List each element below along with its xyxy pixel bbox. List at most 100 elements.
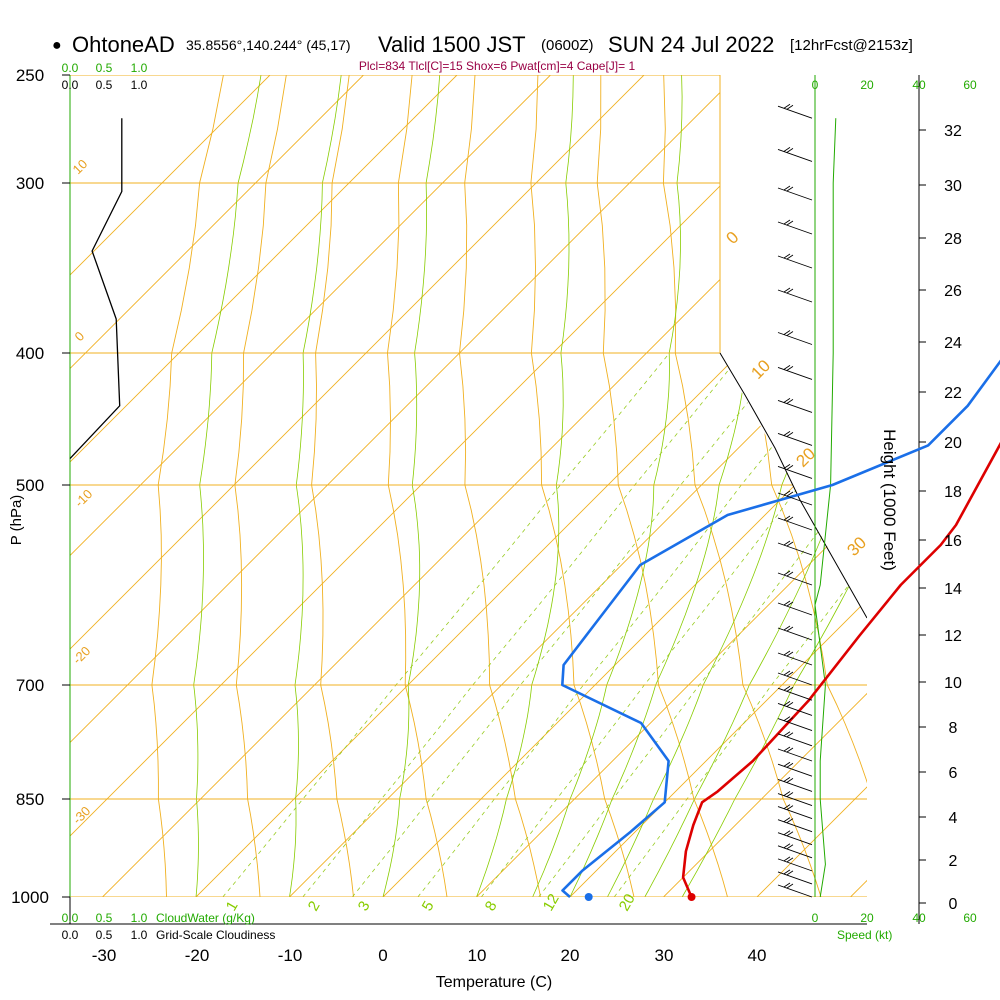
- x-tick-label: 0: [378, 946, 387, 965]
- dry-adiabat-line: [234, 75, 287, 897]
- wind-barb: [777, 515, 813, 531]
- bottom-speed-tick: 20: [860, 911, 874, 925]
- bottom-speed-tick: 60: [963, 911, 977, 925]
- isotherm-line: [569, 599, 867, 897]
- wind-barb: [777, 701, 813, 716]
- side-panels: [50, 75, 920, 925]
- bottom-cloudwater-scale: 0.5: [96, 911, 113, 925]
- bottom-cloudwater-scale: 1.0: [131, 911, 148, 925]
- top-cloudiness-scale: 0.5: [96, 78, 113, 92]
- isotherm-label: 10: [70, 156, 91, 177]
- top-cloudwater-scale: 0.5: [96, 61, 113, 75]
- height-tick-label: 26: [944, 283, 962, 300]
- cloudwater-label: CloudWater (g/Kg): [156, 911, 255, 925]
- height-axis-title: Height (1000 Feet): [880, 429, 899, 571]
- wind-barb: [777, 685, 813, 701]
- x-tick-label: -20: [185, 946, 210, 965]
- x-tick-label: -10: [278, 946, 303, 965]
- height-tick-label: 0: [949, 896, 958, 913]
- bottom-cloudwater-scale: 0.0: [62, 911, 79, 925]
- bottom-speed-tick: 40: [912, 911, 926, 925]
- wind-barb: [777, 761, 813, 777]
- height-tick-label: 4: [949, 810, 958, 827]
- height-tick-label: 24: [944, 335, 962, 352]
- forecast-label: [12hrFcst@2153z]: [790, 37, 913, 54]
- wind-barb: [777, 147, 813, 162]
- pressure-tick-label: 1000: [11, 888, 49, 907]
- wind-barb: [777, 716, 813, 732]
- mixing-ratio-label: 20: [616, 891, 639, 914]
- isotherm-label: -10: [72, 486, 96, 510]
- isotherm-line: [70, 75, 271, 276]
- bottom-cloudiness-scale: 0.5: [96, 928, 113, 942]
- temperature-line: [681, 441, 1000, 898]
- dry-adiabat-line: [459, 75, 541, 897]
- height-tick-label: 14: [944, 581, 962, 598]
- valid-time: Valid 1500 JST: [378, 32, 526, 57]
- mixing-ratio-label: 3: [355, 898, 374, 914]
- wind-barb: [777, 398, 813, 413]
- diagram-background-lines: [70, 75, 1000, 897]
- mixing-ratio-line: [302, 352, 743, 897]
- wind-barb: [777, 287, 813, 303]
- wind-barb: [777, 856, 813, 872]
- top-cloudwater-scale: 1.0: [131, 61, 148, 75]
- top-cloudiness-scale: 1.0: [131, 78, 148, 92]
- wind-barb: [777, 185, 813, 201]
- cloud-cover-line: [69, 118, 123, 460]
- isotherm-line: [70, 75, 364, 370]
- wind-barb: [777, 817, 813, 833]
- dry-adiabat-line: [978, 75, 1000, 897]
- isotherm-line: [70, 75, 458, 463]
- height-tick-label: 28: [944, 231, 962, 248]
- wind-speed-line: [814, 118, 837, 898]
- speed-label: Speed (kt): [837, 928, 892, 942]
- isotherm-line: [70, 75, 738, 744]
- moist-adiabat-line: [681, 549, 867, 897]
- height-tick-label: 20: [944, 435, 962, 452]
- x-tick-label: 10: [468, 946, 487, 965]
- upper-right-mask: [720, 75, 867, 618]
- wind-barb: [777, 570, 813, 586]
- header-bullet: ●: [52, 37, 62, 54]
- wind-barb: [777, 777, 813, 792]
- height-tick-label: 16: [944, 533, 962, 550]
- dry-adiabat-line: [387, 75, 448, 897]
- isotherm-label: -20: [70, 643, 94, 667]
- wind-barb: [777, 540, 813, 556]
- stability-indices: Plcl=834 Tlcl[C]=15 Shox=6 Pwat[cm]=4 Ca…: [359, 59, 636, 73]
- top-cloudiness-scale: 0.0: [62, 78, 79, 92]
- top-speed-tick: 60: [963, 78, 977, 92]
- wind-barb: [777, 650, 813, 666]
- pressure-tick-label: 250: [16, 66, 44, 85]
- wind-barbs: [777, 103, 813, 898]
- bottom-cloudiness-scale: 1.0: [131, 928, 148, 942]
- isotherm-line: [70, 75, 832, 837]
- wind-barb: [777, 431, 813, 446]
- wind-barb: [777, 103, 813, 119]
- sounding-profiles: [561, 359, 1000, 901]
- isotherm-line: [382, 412, 867, 897]
- dry-adiabat-line: [311, 75, 354, 897]
- x-tick-label: 20: [561, 946, 580, 965]
- top-cloudwater-scale: 0.0: [62, 61, 79, 75]
- height-tick-label: 12: [944, 628, 962, 645]
- dewpoint-line: [561, 359, 1000, 898]
- surface-temperature-dot: [687, 893, 696, 901]
- pressure-tick-label: 300: [16, 174, 44, 193]
- mixing-ratio-label: 2: [305, 898, 324, 914]
- wind-barb: [777, 464, 813, 479]
- moist-adiabat-line: [193, 75, 262, 897]
- tropopause-line: [719, 352, 867, 619]
- pressure-tick-label: 400: [16, 344, 44, 363]
- x-axis-title: Temperature (C): [436, 974, 552, 991]
- pressure-tick-label: 700: [16, 676, 44, 695]
- wind-barb: [777, 746, 813, 762]
- wind-barb: [777, 670, 813, 686]
- valid-zulu: (0600Z): [541, 37, 594, 54]
- mixing-ratio-label: 12: [540, 891, 563, 914]
- wind-barb: [777, 330, 813, 345]
- height-tick-label: 22: [944, 385, 962, 402]
- isotherm-line: [476, 505, 867, 897]
